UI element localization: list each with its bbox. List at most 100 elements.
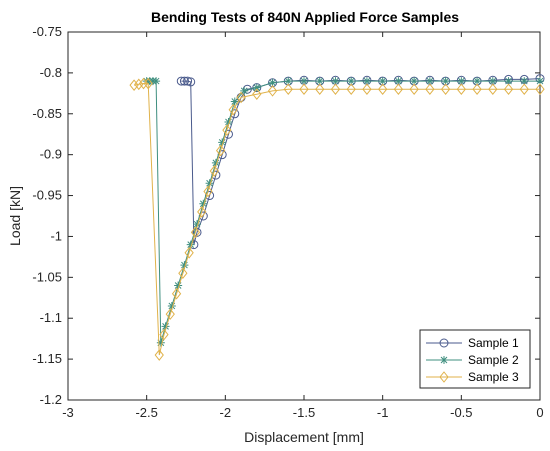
chart-title: Bending Tests of 840N Applied Force Samp… [151,9,459,25]
sample-2-point [362,77,371,86]
sample-2-point [186,240,195,249]
sample-3-point [159,328,169,341]
sample-3-point [283,83,293,96]
sample-2-point [230,97,239,106]
sample-3-point [378,83,388,96]
sample-2-point [410,77,419,86]
sample-2-point [193,220,202,229]
sample-2-point [315,77,324,86]
sample-3-point [203,185,213,198]
sample-2-point [211,158,220,167]
sample-2-point [488,77,497,86]
x-tick-label: -0.5 [450,405,472,420]
sample-3-point [190,226,201,239]
sample-2-point [473,77,482,86]
sample-1-point [176,76,186,86]
sample-3-point [252,88,262,100]
sample-3-point [535,83,545,96]
sample-2-point [180,261,189,270]
sample-3-point [134,78,144,91]
sample-2-point [378,77,387,86]
sample-3-point [315,83,325,96]
sample-3-point [209,165,219,177]
sample-3-point [456,83,466,96]
sample-2-point [205,179,214,188]
y-tick-label: -1.2 [40,392,62,407]
sample-2-point [167,301,176,310]
sample-3-point [393,83,404,96]
sample-2-point [268,78,277,87]
sample-3-line [134,83,540,356]
sample-3-point [409,83,419,96]
sample-2-point [284,77,293,86]
sample-2-point [441,77,450,86]
sample-3-point [488,83,498,96]
legend-box [419,329,531,389]
sample-2-point [457,77,466,86]
sample-3-point [330,83,341,96]
sample-1-point [179,76,189,86]
y-tick-label: -0.85 [32,106,62,121]
sample-3-point [222,124,232,136]
sample-3-point [184,246,194,259]
sample-2-point [347,77,356,86]
sample-2-point [152,77,161,86]
sample-3-point [440,83,451,96]
sample-2-point [174,281,183,290]
sample-3-point [267,85,278,97]
y-tick-label: -0.95 [32,188,62,203]
y-tick-label: -0.75 [32,24,62,39]
sample-3-point [178,267,188,280]
y-tick-label: -1.05 [32,269,62,284]
sample-2-point [300,77,308,86]
sample-3-point [171,287,182,300]
sample-3-point [228,103,238,116]
sample-3-point [472,83,482,96]
sample-2-point [218,138,227,147]
legend-marker-sample-1 [439,338,449,348]
sample-2-point [425,77,434,86]
x-tick-label: -2 [220,405,232,420]
y-tick-label: -0.9 [40,147,62,162]
y-tick-label: -1.1 [40,310,62,325]
legend-label-sample-1: Sample 1 [468,336,519,350]
sample-3-point [215,144,226,157]
sample-2-point [240,86,249,95]
x-tick-label: -3 [62,405,74,420]
sample-2-series [142,77,544,347]
legend: Sample 1 Sample 2 Sample 3 [419,329,531,389]
y-axis-label: Load [kN] [7,186,23,246]
sample-3-point [197,206,207,218]
sample-1-point [186,77,196,87]
sample-2-point [224,117,233,126]
legend-label-sample-2: Sample 2 [468,353,519,367]
sample-3-point [362,83,372,96]
sample-3-point [143,77,153,90]
sample-3-point [129,79,139,91]
sample-2-point [331,77,340,86]
x-tick-label: -1 [377,405,389,420]
sample-3-point [519,83,529,96]
sample-2-point [536,77,544,86]
legend-marker-sample-2 [440,356,448,364]
y-tick-label: -1 [50,228,62,243]
sample-2-point [199,199,208,208]
y-tick-label: -1.15 [32,351,62,366]
x-axis-label: Displacement [mm] [244,429,364,445]
sample-2-point [520,77,529,86]
sample-3-point [154,349,164,361]
x-tick-label: 0 [536,405,543,420]
sample-2-point [156,338,165,347]
sample-3-point [236,91,246,104]
tick-layer: -3 -2.5 -2 -1.5 -1 -0.5 0 -0.75 -0.8 -0.85 -0.9 -0.… [32,24,543,420]
legend-marker-sample-3 [439,371,449,383]
sample-2-point [161,322,170,331]
y-tick-label: -0.8 [40,65,62,80]
sample-3-point [165,308,175,320]
sample-3-point [425,83,435,96]
sample-3-point [503,83,514,96]
series-layer [129,74,545,361]
sample-3-point [299,83,309,96]
sample-2-point [504,77,513,86]
